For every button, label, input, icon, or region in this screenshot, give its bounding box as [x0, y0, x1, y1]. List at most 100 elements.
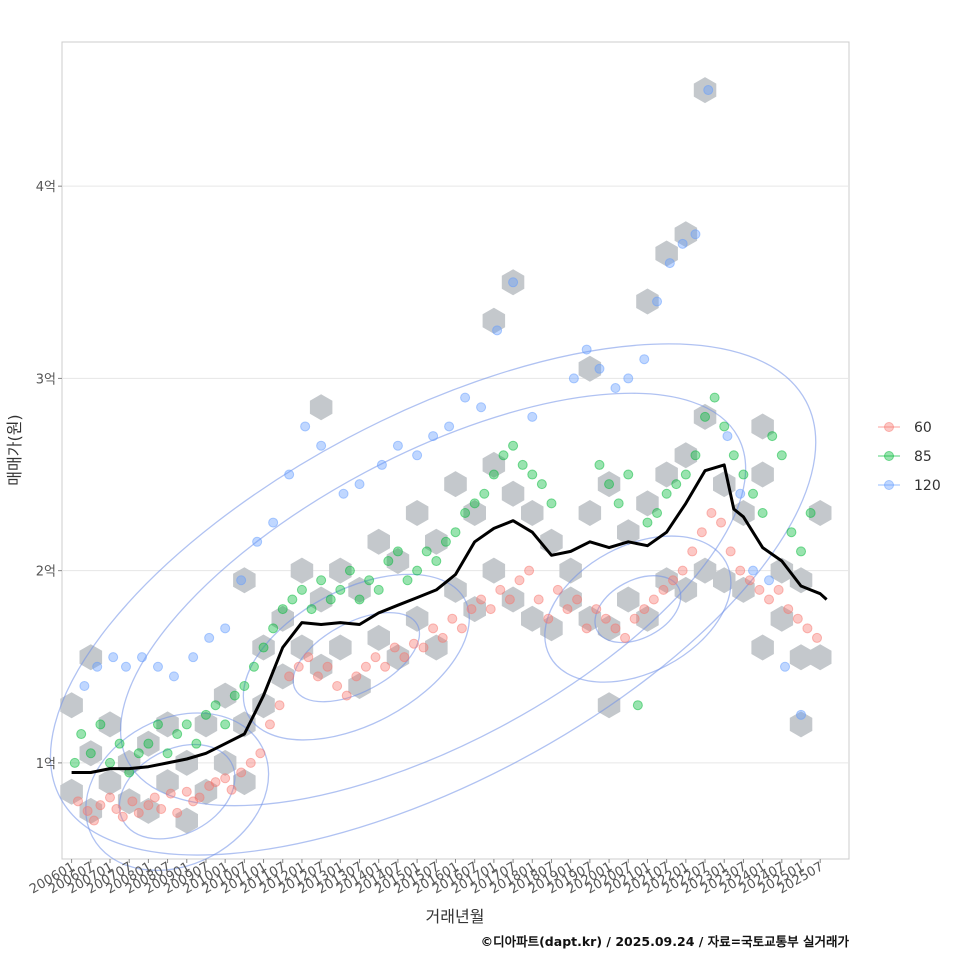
data-point-120 [492, 325, 503, 336]
data-point-60 [648, 594, 659, 605]
data-point-60 [111, 804, 122, 815]
hexbin [674, 442, 698, 469]
data-point-85 [748, 488, 759, 499]
data-point-85 [392, 546, 403, 557]
data-point-85 [786, 527, 797, 538]
hexbin [521, 605, 544, 632]
hexbin [425, 528, 448, 555]
data-point-60 [552, 584, 563, 595]
data-point-120 [412, 450, 423, 461]
hexbin [808, 500, 832, 526]
data-point-60 [514, 575, 525, 586]
hexbin [770, 557, 794, 584]
y-tick-label: 4억 [36, 180, 56, 195]
trend-layer [71, 463, 828, 774]
hexbin [367, 528, 390, 555]
data-point-60 [220, 773, 231, 784]
data-point-60 [802, 623, 813, 634]
hexbin [655, 461, 678, 488]
legend-key-point [884, 451, 894, 461]
density-contour [118, 743, 236, 840]
data-point-120 [594, 363, 605, 374]
data-point-60 [264, 719, 275, 730]
hexbin [233, 769, 256, 796]
data-point-60 [303, 652, 314, 663]
data-point-60 [72, 796, 83, 807]
data-point-60 [88, 815, 99, 826]
data-point-60 [629, 613, 640, 624]
data-point-60 [687, 546, 698, 557]
hexbin [693, 77, 717, 104]
data-point-60 [181, 786, 192, 797]
data-point-85 [325, 594, 336, 605]
data-point-60 [380, 661, 391, 672]
data-point-85 [220, 719, 231, 730]
hexbin [521, 500, 544, 526]
hexbin [137, 797, 160, 824]
legend-label: 85 [914, 449, 932, 465]
hexbin [540, 615, 563, 642]
hexbin [194, 778, 218, 805]
data-point-85 [613, 498, 624, 509]
data-point-60 [716, 517, 727, 528]
data-point-85 [306, 604, 317, 615]
legend-key-point [884, 480, 894, 490]
hexbin [79, 797, 103, 824]
data-point-60 [255, 748, 266, 759]
density-contour [119, 392, 747, 807]
data-point-85 [133, 748, 144, 759]
hexbin [463, 500, 486, 526]
data-point-60 [495, 584, 506, 595]
data-point-60 [408, 638, 419, 649]
hexbin [751, 461, 774, 488]
data-point-60 [620, 632, 631, 643]
plot-panel [61, 41, 850, 860]
data-point-60 [332, 680, 343, 691]
density-contour [242, 573, 470, 741]
data-point-60 [504, 594, 515, 605]
data-point-120 [316, 440, 327, 451]
data-point-60 [156, 804, 167, 815]
data-point-85 [258, 642, 269, 653]
data-point-85 [335, 584, 346, 595]
data-point-120 [735, 488, 746, 499]
data-point-85 [488, 469, 499, 480]
hexbin [751, 634, 774, 661]
data-point-120 [300, 421, 311, 432]
hexbin [156, 769, 179, 796]
data-point-85 [316, 575, 327, 586]
data-point-120 [188, 652, 199, 663]
data-point-60 [485, 604, 496, 615]
hexbin [386, 644, 410, 671]
hexbin [98, 769, 122, 796]
data-point-120 [252, 536, 263, 547]
data-point-85 [546, 498, 557, 509]
hexbin [770, 605, 794, 632]
data-point-60 [591, 604, 602, 615]
hexbin [60, 692, 83, 719]
y-tick-label: 3억 [36, 372, 56, 387]
data-point-60 [581, 623, 592, 634]
hexbin [597, 615, 621, 642]
data-point-60 [351, 671, 362, 682]
density-contour [544, 535, 732, 683]
data-point-60 [360, 661, 371, 672]
hexbin [636, 288, 659, 315]
hexbin [386, 548, 410, 574]
data-point-60 [341, 690, 352, 701]
hexbin [578, 500, 602, 526]
data-point-120 [428, 431, 439, 442]
hexbin [501, 480, 525, 507]
data-point-85 [143, 738, 154, 749]
data-point-60 [389, 642, 400, 653]
data-point-60 [476, 594, 487, 605]
x-axis: 2006012006072007012007072008012008072009… [27, 859, 826, 897]
data-point-60 [543, 613, 554, 624]
data-point-85 [248, 661, 259, 672]
data-point-60 [677, 565, 688, 576]
data-point-85 [104, 757, 115, 768]
hexbin [213, 682, 237, 709]
data-point-85 [277, 604, 288, 615]
data-point-120 [610, 383, 621, 394]
data-point-120 [508, 277, 519, 288]
